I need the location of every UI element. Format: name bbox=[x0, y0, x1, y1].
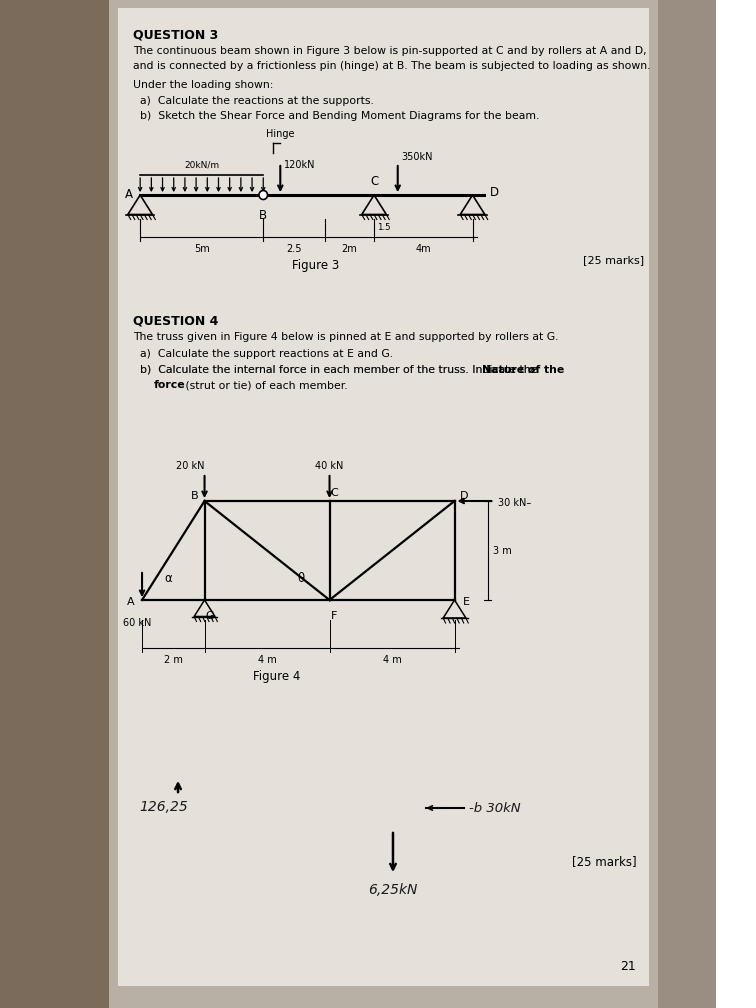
Text: [25 marks]: [25 marks] bbox=[572, 855, 637, 868]
Text: C: C bbox=[330, 488, 338, 498]
Text: A: A bbox=[125, 188, 132, 202]
Text: 60 kN: 60 kN bbox=[123, 618, 151, 628]
Bar bbox=[658, 0, 716, 1008]
Text: F: F bbox=[331, 611, 337, 621]
Text: 2m: 2m bbox=[342, 244, 358, 254]
Polygon shape bbox=[443, 600, 466, 618]
Text: 2.5: 2.5 bbox=[287, 244, 302, 254]
Text: B: B bbox=[191, 491, 199, 501]
Bar bbox=[0, 0, 109, 1008]
Text: Nature of the: Nature of the bbox=[482, 365, 565, 375]
Text: 30 kN–: 30 kN– bbox=[498, 498, 531, 508]
Text: Figure 3: Figure 3 bbox=[292, 259, 339, 272]
Text: b)  Calculate the internal force in each member of the truss. Indicate the: b) Calculate the internal force in each … bbox=[140, 365, 541, 375]
Text: b)  Sketch the Shear Force and Bending Moment Diagrams for the beam.: b) Sketch the Shear Force and Bending Mo… bbox=[140, 111, 540, 121]
Text: a)  Calculate the support reactions at E and G.: a) Calculate the support reactions at E … bbox=[140, 349, 393, 359]
Text: C: C bbox=[370, 175, 378, 188]
Text: 4 m: 4 m bbox=[258, 655, 277, 665]
Text: and is connected by a frictionless pin (hinge) at B. The beam is subjected to lo: and is connected by a frictionless pin (… bbox=[132, 61, 650, 71]
Text: [25 marks]: [25 marks] bbox=[583, 255, 644, 265]
Polygon shape bbox=[361, 195, 386, 215]
Text: 21: 21 bbox=[621, 960, 637, 973]
Text: QUESTION 4: QUESTION 4 bbox=[132, 314, 218, 328]
Text: 3 m: 3 m bbox=[494, 545, 512, 555]
Circle shape bbox=[259, 191, 268, 200]
Text: Figure 4: Figure 4 bbox=[253, 670, 300, 683]
Text: 5m: 5m bbox=[194, 244, 209, 254]
Bar bbox=[119, 8, 649, 986]
Text: a)  Calculate the reactions at the supports.: a) Calculate the reactions at the suppor… bbox=[140, 96, 374, 106]
Text: θ: θ bbox=[298, 572, 305, 585]
Text: B: B bbox=[259, 209, 268, 222]
Text: 20kN/m: 20kN/m bbox=[184, 160, 219, 169]
Text: QUESTION 3: QUESTION 3 bbox=[132, 28, 218, 41]
Text: 1.5: 1.5 bbox=[377, 223, 391, 232]
Bar bbox=[109, 0, 658, 1008]
Text: Hinge: Hinge bbox=[266, 129, 295, 139]
Text: b)  Calculate the internal force in each member of the truss. Indicate the: b) Calculate the internal force in each … bbox=[140, 365, 541, 375]
Text: 20 kN: 20 kN bbox=[176, 461, 205, 471]
Text: 120kN: 120kN bbox=[284, 160, 315, 170]
Text: α: α bbox=[165, 572, 172, 585]
Text: force: force bbox=[153, 380, 185, 390]
Text: (strut or tie) of each member.: (strut or tie) of each member. bbox=[181, 380, 348, 390]
Text: G: G bbox=[205, 611, 214, 621]
Text: 6,25kN: 6,25kN bbox=[368, 883, 417, 897]
Text: Under the loading shown:: Under the loading shown: bbox=[132, 80, 273, 90]
Text: A: A bbox=[127, 597, 135, 607]
Text: 350kN: 350kN bbox=[401, 152, 433, 162]
Polygon shape bbox=[128, 195, 153, 215]
Text: b)  Calculate the internal force in each member of the truss. Indicate the Natur: b) Calculate the internal force in each … bbox=[140, 365, 614, 375]
Text: 126,25: 126,25 bbox=[139, 800, 188, 814]
Text: -b 30kN: -b 30kN bbox=[469, 801, 520, 814]
Text: 4 m: 4 m bbox=[383, 655, 401, 665]
Text: 2 m: 2 m bbox=[164, 655, 183, 665]
Text: 40 kN: 40 kN bbox=[315, 461, 344, 471]
Text: 4m: 4m bbox=[416, 244, 431, 254]
Text: The truss given in Figure 4 below is pinned at E and supported by rollers at G.: The truss given in Figure 4 below is pin… bbox=[132, 332, 558, 342]
Polygon shape bbox=[460, 195, 485, 215]
Text: D: D bbox=[490, 185, 499, 199]
Polygon shape bbox=[194, 600, 215, 617]
Text: The continuous beam shown in Figure 3 below is pin-supported at C and by rollers: The continuous beam shown in Figure 3 be… bbox=[132, 46, 646, 56]
Text: D: D bbox=[460, 491, 468, 501]
Text: E: E bbox=[463, 597, 469, 607]
